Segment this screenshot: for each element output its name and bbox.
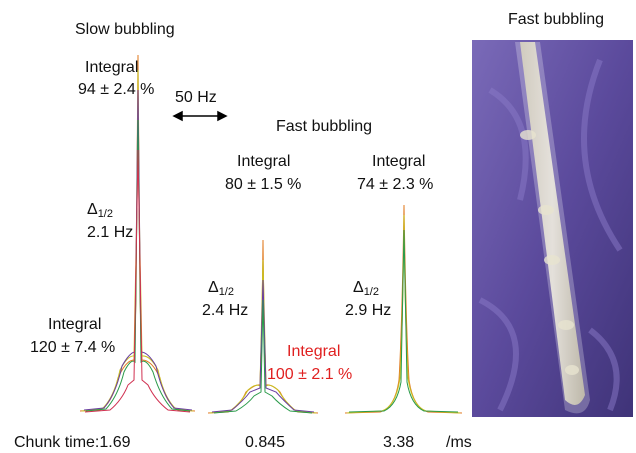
fast-title: Fast bubbling (276, 118, 372, 135)
chunk-time: 0.845 (245, 434, 285, 451)
integral-label: Integral (287, 343, 340, 360)
integral-value: 94 ± 2.4 % (78, 81, 154, 98)
integral-label: Integral (85, 59, 138, 76)
integral-label: Integral (372, 153, 425, 170)
scale-arrow (174, 112, 226, 120)
slow-title: Slow bubbling (75, 21, 175, 38)
integral-value: 120 ± 7.4 % (30, 339, 115, 356)
linewidth-value: 2.1 Hz (87, 224, 133, 241)
chunk-time: Chunk time:1.69 (14, 434, 131, 451)
spectrum-fast-left (208, 240, 318, 413)
integral-label: Integral (48, 316, 101, 333)
photo-title: Fast bubbling (508, 11, 604, 28)
scale-label: 50 Hz (175, 89, 217, 106)
chunk-time: 3.38 (383, 434, 414, 451)
integral-value: 74 ± 2.3 % (357, 176, 433, 193)
linewidth-label: Δ1/2 (208, 279, 234, 298)
figure: Slow bubbling Integral 94 ± 2.4 % 50 Hz … (0, 0, 636, 453)
linewidth-value: 2.4 Hz (202, 302, 248, 319)
integral-label: Integral (237, 153, 290, 170)
integral-value: 100 ± 2.1 % (267, 366, 352, 383)
linewidth-label: Δ1/2 (87, 201, 113, 220)
photo (472, 40, 633, 417)
linewidth-value: 2.9 Hz (345, 302, 391, 319)
integral-value: 80 ± 1.5 % (225, 176, 301, 193)
linewidth-label: Δ1/2 (353, 279, 379, 298)
unit: /ms (446, 434, 472, 451)
